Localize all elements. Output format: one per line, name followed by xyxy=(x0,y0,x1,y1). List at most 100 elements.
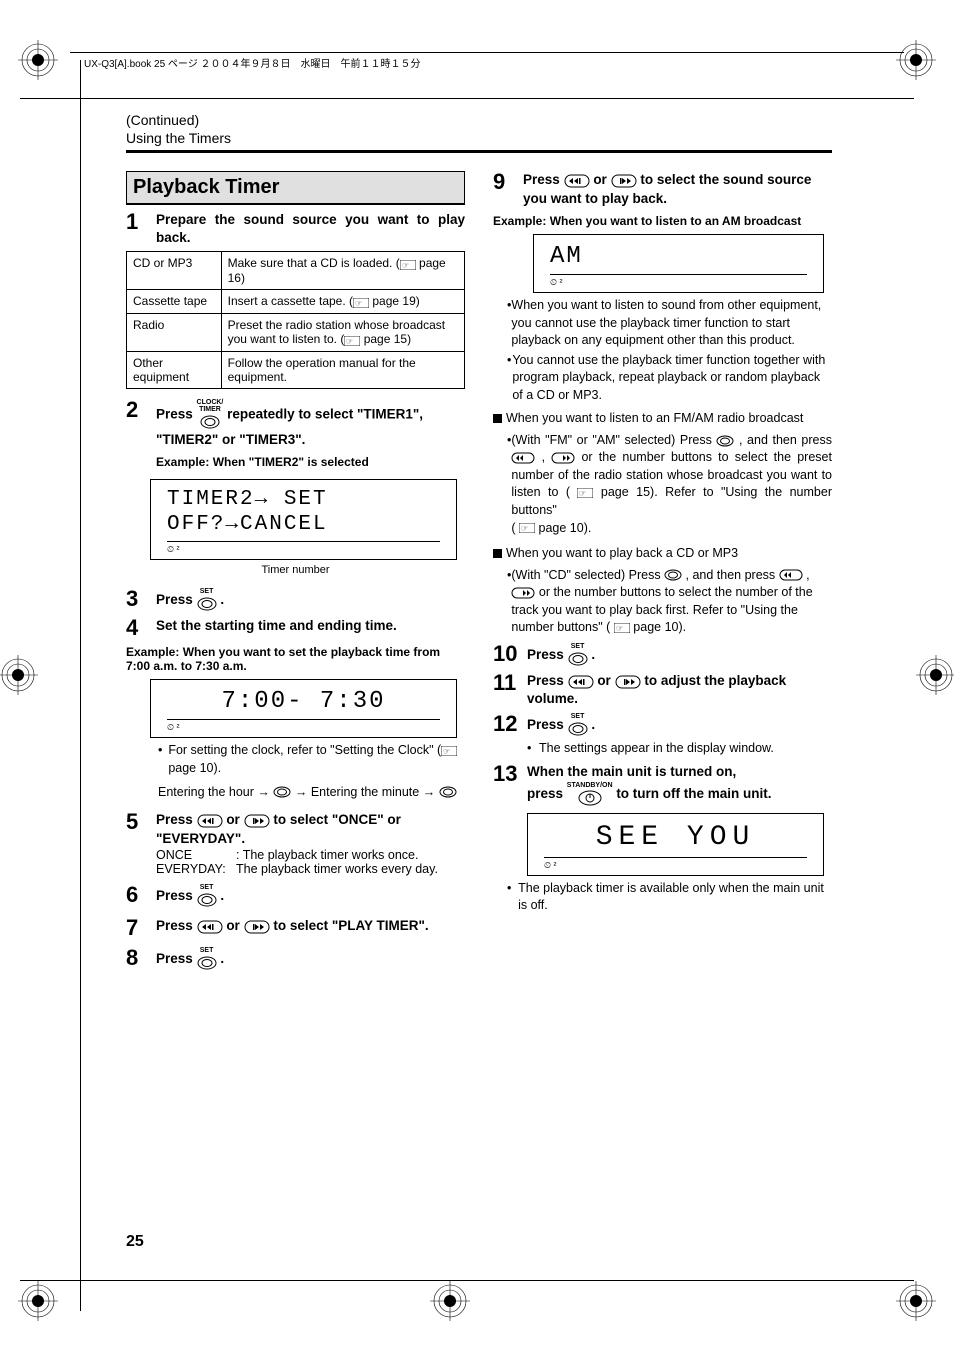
cd-text: • (With "CD" selected) Press , and then … xyxy=(507,567,832,637)
step-2-example: Example: When "TIMER2" is selected xyxy=(156,455,465,469)
display-timer2: TIMER2→ SET OFF?→CANCEL ⏲ ² xyxy=(150,479,457,559)
fm-am-text: • (With "FM" or "AM" selected) Press , a… xyxy=(507,432,832,537)
once-def: ONCE: The playback timer works once. xyxy=(156,848,465,862)
file-header: UX-Q3[A].book 25 ページ ２００４年９月８日 水曜日 午前１１時… xyxy=(70,52,904,70)
set-button-icon: SET xyxy=(568,643,588,668)
crop-line xyxy=(80,60,81,1311)
note: •The settings appear in the display wind… xyxy=(527,740,832,758)
registration-mark xyxy=(896,1281,936,1321)
display-line: 7:00- 7:30 xyxy=(167,688,440,716)
square-bullet-icon xyxy=(493,414,502,423)
page-ref-icon: ☞ xyxy=(577,484,593,502)
page-ref-icon: ☞ xyxy=(353,295,369,309)
display-caption: Timer number xyxy=(126,564,465,576)
page-ref-icon: ☞ xyxy=(519,520,535,538)
svg-text:☞: ☞ xyxy=(521,524,528,533)
set-button-icon xyxy=(273,784,291,802)
divider xyxy=(126,150,832,153)
step-4-notes: •For setting the clock, refer to "Settin… xyxy=(158,742,465,801)
step-2-title: Press CLOCK/ TIMER repeatedly to select … xyxy=(156,399,465,449)
standby-button-icon: STANDBY/ON xyxy=(567,782,613,807)
step-10-title: Press SET . xyxy=(527,643,832,668)
step-number: 10 xyxy=(493,643,527,668)
entering-sequence: Entering the hour → → Entering the minut… xyxy=(158,784,465,802)
step-4-title: Set the starting time and ending time. xyxy=(156,617,465,635)
left-column: Playback Timer 1 Prepare the sound sourc… xyxy=(126,171,465,976)
cell: Cassette tape xyxy=(127,290,222,314)
step-7: 7 Press or to select "PLAY TIMER". xyxy=(126,917,465,939)
cd-heading: When you want to play back a CD or MP3 xyxy=(493,545,832,563)
cell: Preset the radio station whose broadcast… xyxy=(221,314,464,352)
step-12-title: Press SET . xyxy=(527,713,832,738)
step-number: 6 xyxy=(126,884,156,909)
step-9-bullets: •When you want to listen to sound from o… xyxy=(507,297,832,404)
display-indicator: ⏲ ² xyxy=(544,857,807,871)
step-number: 12 xyxy=(493,713,527,760)
continued-label: (Continued) xyxy=(126,112,832,128)
display-indicator: ⏲ ² xyxy=(167,541,440,555)
registration-mark xyxy=(0,655,38,695)
prev-button-icon xyxy=(197,917,223,935)
playback-timer-heading: Playback Timer xyxy=(126,171,465,205)
svg-text:☞: ☞ xyxy=(355,299,362,308)
svg-text:☞: ☞ xyxy=(346,337,353,346)
cell: Insert a cassette tape. (☞ page 19) xyxy=(221,290,464,314)
cell: Other equipment xyxy=(127,351,222,388)
note: •You cannot use the playback timer funct… xyxy=(507,352,832,405)
step-number: 11 xyxy=(493,672,527,709)
step-11-title: Press or to adjust the playback volume. xyxy=(527,672,832,709)
sound-source-table: CD or MP3 Make sure that a CD is loaded.… xyxy=(126,251,465,388)
display-line: AM xyxy=(550,243,807,271)
step-5-title: Press or to select "ONCE" or "EVERYDAY". xyxy=(156,811,465,848)
page-ref-icon: ☞ xyxy=(614,619,630,637)
step-12: 12 Press SET . •The settings appear in t… xyxy=(493,713,832,760)
table-row: Cassette tape Insert a cassette tape. (☞… xyxy=(127,290,465,314)
table-row: Radio Preset the radio station whose bro… xyxy=(127,314,465,352)
square-bullet-icon xyxy=(493,549,502,558)
next-button-icon xyxy=(615,672,641,690)
svg-text:☞: ☞ xyxy=(616,624,623,633)
step-1: 1 Prepare the sound source you want to p… xyxy=(126,211,465,247)
display-line: TIMER2→ SET xyxy=(167,488,440,512)
clock-timer-button-icon: CLOCK/ TIMER xyxy=(197,399,224,431)
next-button-icon xyxy=(611,171,637,189)
step-11: 11 Press or to adjust the playback volum… xyxy=(493,672,832,709)
registration-mark xyxy=(430,1281,470,1321)
set-button-icon xyxy=(716,432,734,450)
step-13-title: When the main unit is turned on, press S… xyxy=(527,763,832,806)
step-13: 13 When the main unit is turned on, pres… xyxy=(493,763,832,806)
display-time: 7:00- 7:30 ⏲ ² xyxy=(150,679,457,739)
next-button-icon xyxy=(551,449,575,467)
set-button-icon: SET xyxy=(568,713,588,738)
step-1-title: Prepare the sound source you want to pla… xyxy=(156,211,465,247)
note: •When you want to listen to sound from o… xyxy=(507,297,832,350)
set-button-icon xyxy=(439,784,457,802)
step-8-title: Press SET . xyxy=(156,947,465,972)
display-indicator: ⏲ ² xyxy=(550,274,807,288)
display-line: OFF?→CANCEL xyxy=(167,513,440,537)
svg-text:☞: ☞ xyxy=(579,489,586,498)
cell: Make sure that a CD is loaded. (☞ page 1… xyxy=(221,252,464,290)
display-indicator: ⏲ ² xyxy=(167,719,440,733)
table-row: CD or MP3 Make sure that a CD is loaded.… xyxy=(127,252,465,290)
step-number: 13 xyxy=(493,763,527,806)
step-6: 6 Press SET . xyxy=(126,884,465,909)
cell: CD or MP3 xyxy=(127,252,222,290)
display-am: AM ⏲ ² xyxy=(533,234,824,294)
note: •For setting the clock, refer to "Settin… xyxy=(158,742,465,777)
prev-button-icon xyxy=(779,567,803,585)
step-3-title: Press SET . xyxy=(156,588,465,613)
step-13-note: •The playback timer is available only wh… xyxy=(507,880,832,915)
prev-button-icon xyxy=(511,449,535,467)
manual-page: UX-Q3[A].book 25 ページ ２００４年９月８日 水曜日 午前１１時… xyxy=(0,0,954,1351)
next-button-icon xyxy=(511,584,535,602)
set-button-icon: SET xyxy=(197,588,217,613)
right-column: 9 Press or to select the sound source yo… xyxy=(493,171,832,976)
display-seeyou: SEE YOU ⏲ ² xyxy=(527,813,824,876)
step-8: 8 Press SET . xyxy=(126,947,465,972)
file-header-text: UX-Q3[A].book 25 ページ ２００４年９月８日 水曜日 午前１１時… xyxy=(84,59,421,70)
step-number: 3 xyxy=(126,588,156,613)
step-4: 4 Set the starting time and ending time. xyxy=(126,617,465,639)
step-6-title: Press SET . xyxy=(156,884,465,909)
registration-mark xyxy=(18,1281,58,1321)
